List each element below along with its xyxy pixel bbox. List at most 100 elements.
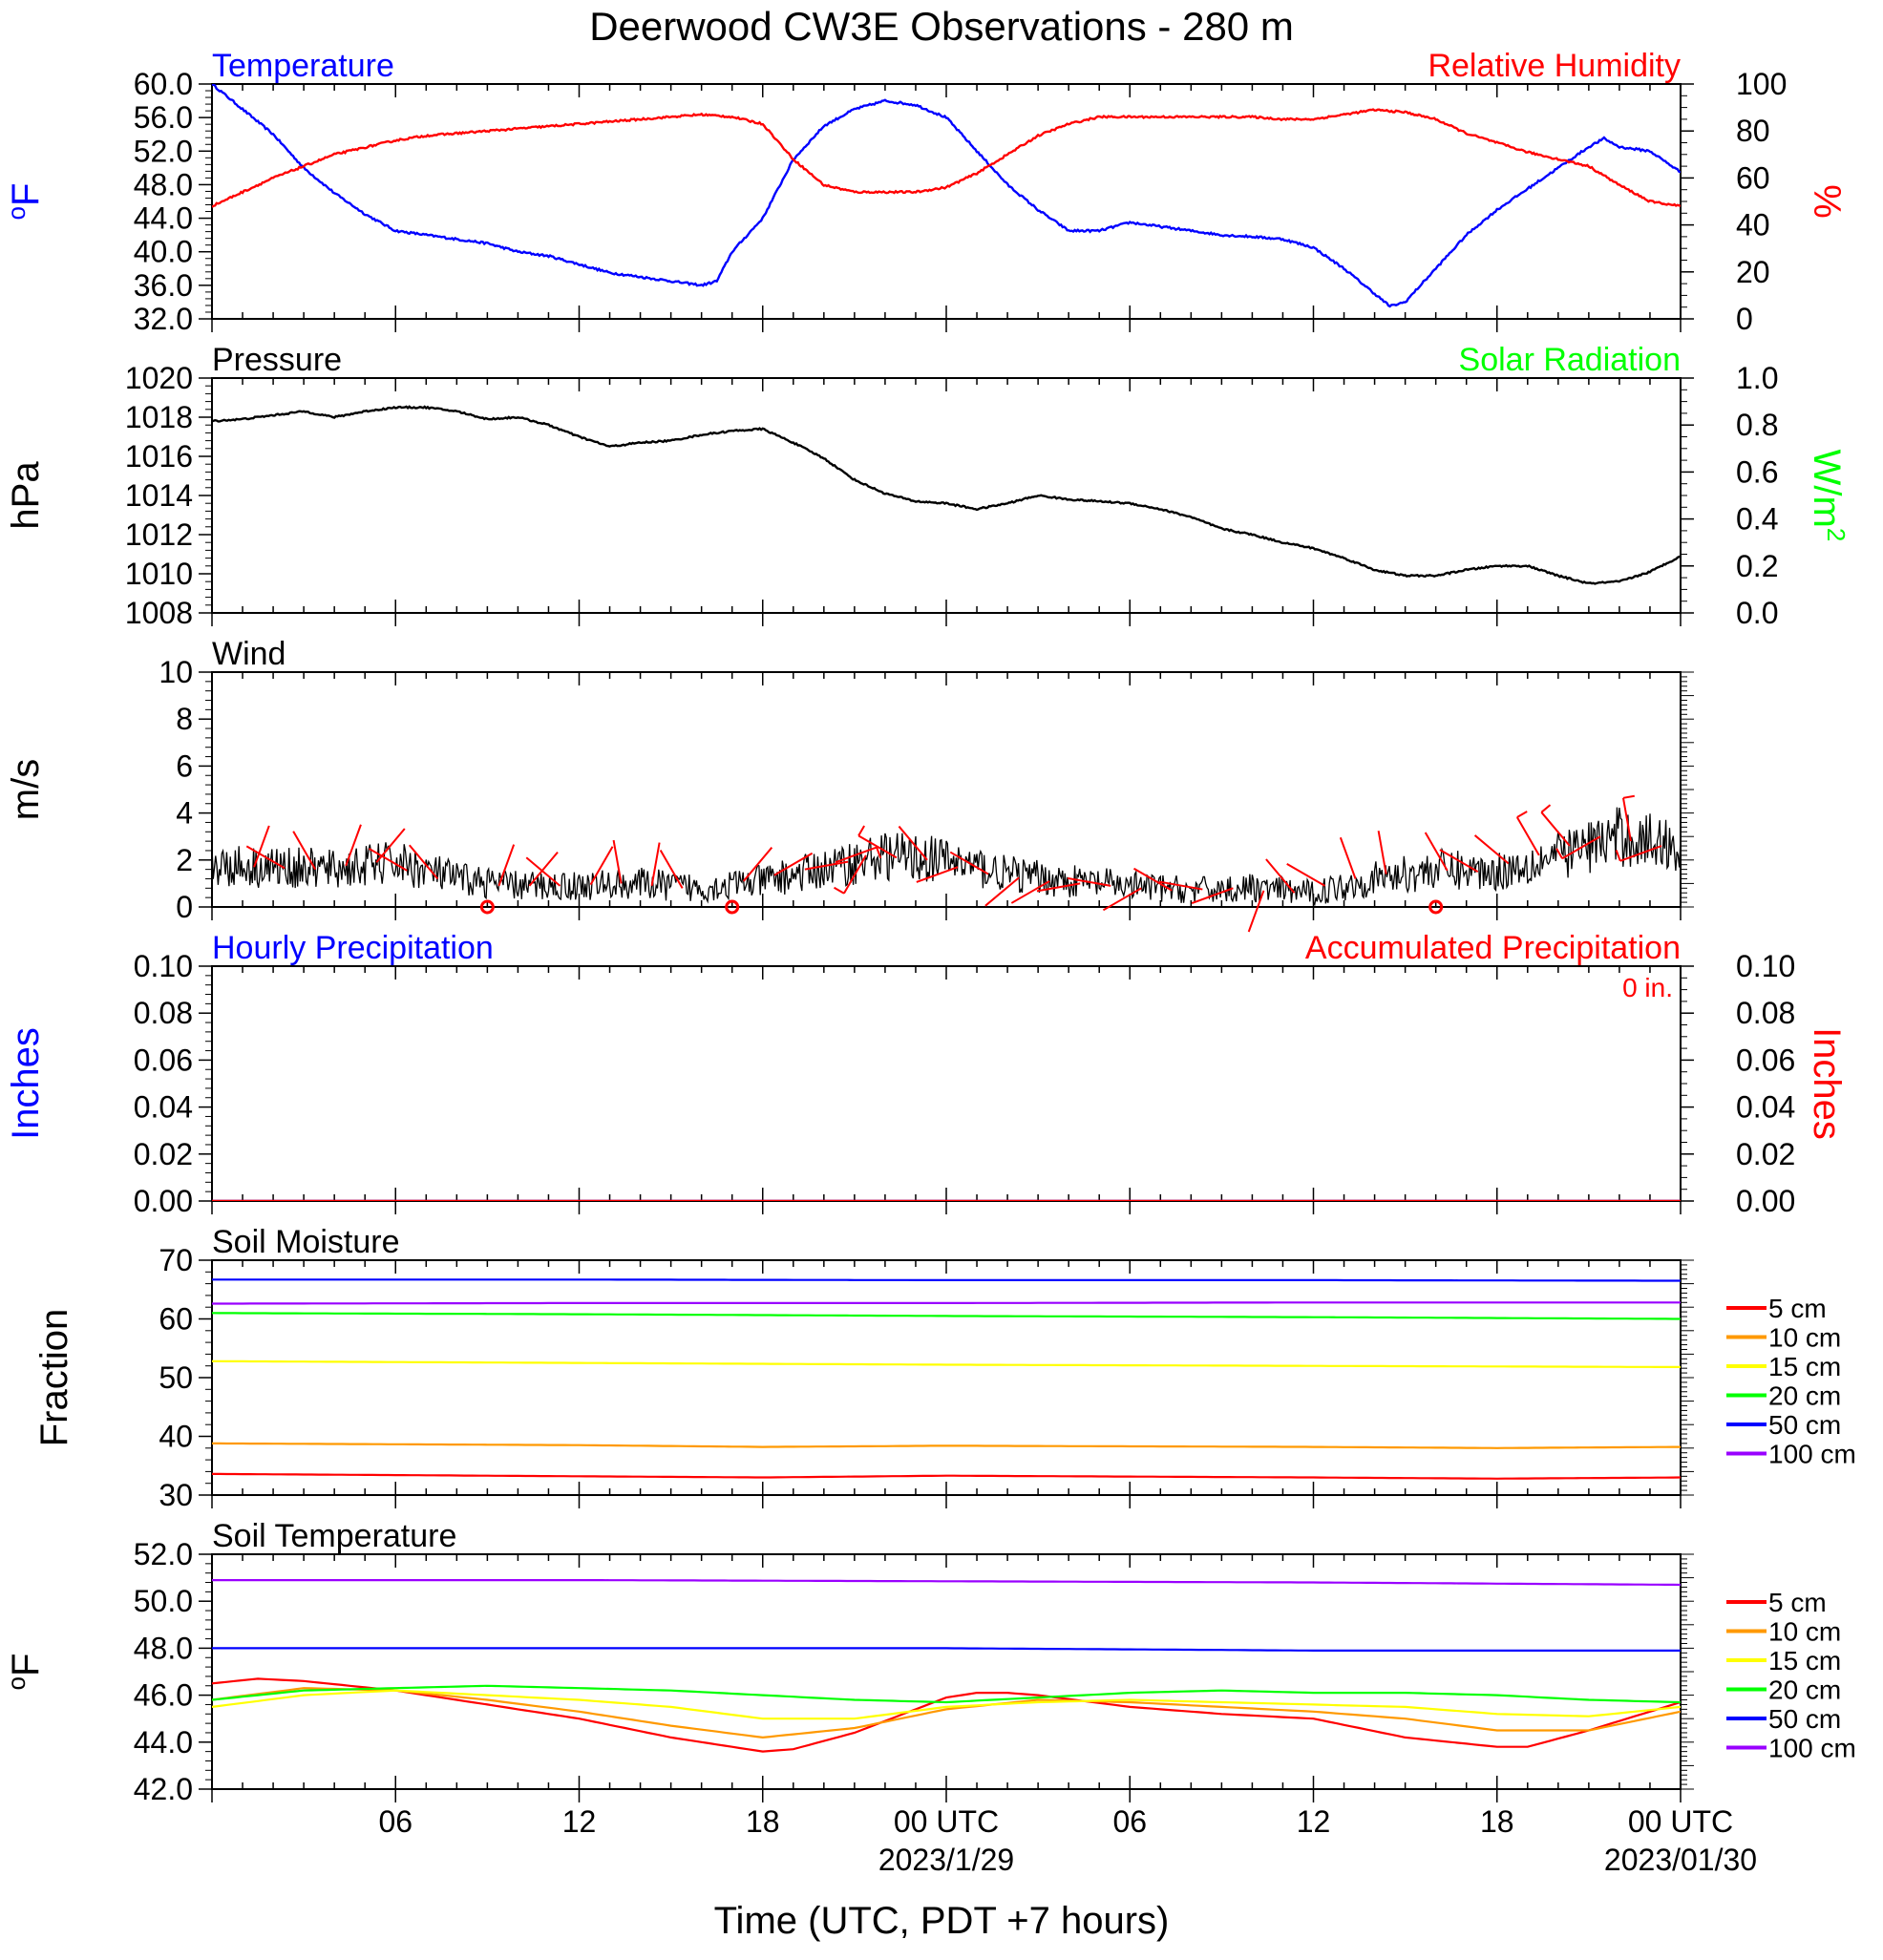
legend-label: 20 cm <box>1768 1675 1841 1705</box>
panel-precipitation: 0.00 0.02 0.04 0.06 0.08 0.10 0.00 0.02 0.04 0.06… <box>5 930 1848 1218</box>
y-tick-label-left: 46.0 <box>134 1678 193 1713</box>
y-tick-label-left: 32.0 <box>134 302 193 336</box>
x-tick-label: 12 <box>1297 1804 1331 1839</box>
legend-label: 100 cm <box>1768 1440 1856 1469</box>
y-tick-label-right: 0.0 <box>1736 596 1778 630</box>
panel-title-right: Relative Humidity <box>1428 48 1681 84</box>
wind-barb <box>375 828 406 863</box>
y-tick-label-left: 56.0 <box>134 100 193 135</box>
wind-barb <box>984 876 1020 907</box>
panel-title-left: Soil Temperature <box>212 1518 456 1554</box>
y-tick-label-left: 50.0 <box>134 1584 193 1618</box>
series-line-10-cm <box>212 1442 1681 1449</box>
wind-barb <box>528 851 559 887</box>
wind-barb-flag <box>834 886 845 895</box>
series-line-5-cm <box>212 1677 1681 1753</box>
wind-barb-flag <box>1555 848 1563 859</box>
panel-wind: 0 2 4 6 8 10 Wind m/s <box>5 636 1694 933</box>
y-tick-label-left: 1012 <box>125 517 193 552</box>
x-tick-date: 2023/01/30 <box>1604 1843 1757 1877</box>
y-tick-label-left: 0.04 <box>134 1090 193 1125</box>
wind-barb <box>253 825 270 868</box>
legend-label: 10 cm <box>1768 1617 1841 1647</box>
wind-barb <box>843 854 867 895</box>
series-line-5-cm <box>212 1472 1681 1480</box>
y-tick-label-right: 0 <box>1736 302 1753 336</box>
wind-barb <box>1540 811 1571 847</box>
wind-barb <box>1265 858 1296 894</box>
wind-barb <box>1619 845 1662 862</box>
x-tick-date: 2023/1/29 <box>878 1843 1014 1877</box>
wind-barb <box>589 846 614 886</box>
y-tick-label-right: 0.6 <box>1736 454 1778 489</box>
wind-barb <box>1132 867 1173 892</box>
legend-label: 20 cm <box>1768 1381 1841 1411</box>
y-tick-label-left: 1014 <box>125 478 193 513</box>
panels: 32.036.040.044.048.052.056.060.002040608… <box>2 48 1856 1877</box>
wind-barb <box>773 852 814 876</box>
wind-barb-flag <box>1516 811 1528 818</box>
y-tick-label-left: 42.0 <box>134 1772 193 1806</box>
legend-label: 15 cm <box>1768 1352 1841 1381</box>
y-tick-label-right: 0.2 <box>1736 549 1778 583</box>
panel-title-left: Soil Moisture <box>212 1224 400 1260</box>
panel-pressure_solar: 1008 1010 1012 1014 1016 1018 1020 0.0 0.2 0.4 0.6… <box>5 342 1851 630</box>
wind-barb <box>1158 880 1203 891</box>
y-tick-label-left: 52.0 <box>134 134 193 168</box>
y-axis-label-left: Fraction <box>33 1309 75 1447</box>
series-line-pressure <box>212 405 1681 585</box>
x-tick-label: 06 <box>378 1804 413 1839</box>
y-tick-label-left: 1008 <box>125 596 193 630</box>
y-tick-label-left: 40.0 <box>134 235 193 269</box>
series-line-10-cm <box>212 1687 1681 1739</box>
panel-title-left: Hourly Precipitation <box>212 930 494 966</box>
legend-label: 15 cm <box>1768 1646 1841 1675</box>
wind-barb <box>659 849 684 889</box>
legend-label: 5 cm <box>1768 1588 1827 1617</box>
y-tick-label-right: 0.02 <box>1736 1137 1795 1171</box>
y-axis-label-left: oF <box>2 1654 47 1691</box>
wind-barb <box>408 844 439 880</box>
wind-barb-flag <box>857 825 865 836</box>
wind-barb <box>1515 816 1540 856</box>
series-line-100-cm <box>212 1579 1681 1587</box>
chart-title: Deerwood CW3E Observations - 280 m <box>589 4 1294 49</box>
x-tick-label: 18 <box>1480 1804 1514 1839</box>
accumulated-precip-annotation: 0 in. <box>1622 973 1673 1002</box>
y-tick-label-right: 40 <box>1736 208 1770 242</box>
wind-barb-flag <box>1615 850 1621 862</box>
wind-barb <box>1561 835 1601 860</box>
x-tick-label: 18 <box>746 1804 780 1839</box>
series-line-20-cm <box>212 1312 1681 1320</box>
wind-barb <box>1067 876 1111 887</box>
series-line-20-cm <box>212 1684 1681 1704</box>
panel-title-left: Temperature <box>212 48 394 84</box>
x-tick-label: 00 UTC <box>894 1804 999 1839</box>
wind-barb <box>245 845 286 870</box>
y-tick-label-left: 60.0 <box>134 67 193 101</box>
x-tick-label: 12 <box>562 1804 597 1839</box>
panel-title-left: Wind <box>212 636 286 672</box>
y-axis-label-left: Inches <box>5 1027 47 1140</box>
y-tick-label-right: 0.4 <box>1736 502 1778 537</box>
y-tick-label-right: 0.08 <box>1736 996 1795 1030</box>
y-tick-label-right: 0.06 <box>1736 1043 1795 1077</box>
wind-barb <box>835 846 878 864</box>
y-tick-label-left: 36.0 <box>134 268 193 303</box>
panel-soil_temperature: 42.0 44.0 46.0 48.0 50.0 52.0 Soil Temperature… <box>2 1518 1856 1877</box>
y-tick-label-left: 48.0 <box>134 167 193 201</box>
y-axis-label-right: Inches <box>1806 1027 1848 1140</box>
legend-label: 5 cm <box>1768 1294 1827 1323</box>
y-tick-label-right: 0.04 <box>1736 1090 1795 1125</box>
wind-barbs <box>245 794 1662 933</box>
y-tick-label-left: 0.08 <box>134 996 193 1030</box>
y-tick-label-left: 50 <box>159 1360 193 1395</box>
y-tick-label-left: 4 <box>176 796 193 831</box>
legend-label: 50 cm <box>1768 1704 1841 1734</box>
series-line-wind <box>212 807 1681 907</box>
y-tick-label-left: 6 <box>176 748 193 783</box>
wind-barb <box>1286 862 1326 887</box>
y-tick-label-right: 1.0 <box>1736 361 1778 395</box>
